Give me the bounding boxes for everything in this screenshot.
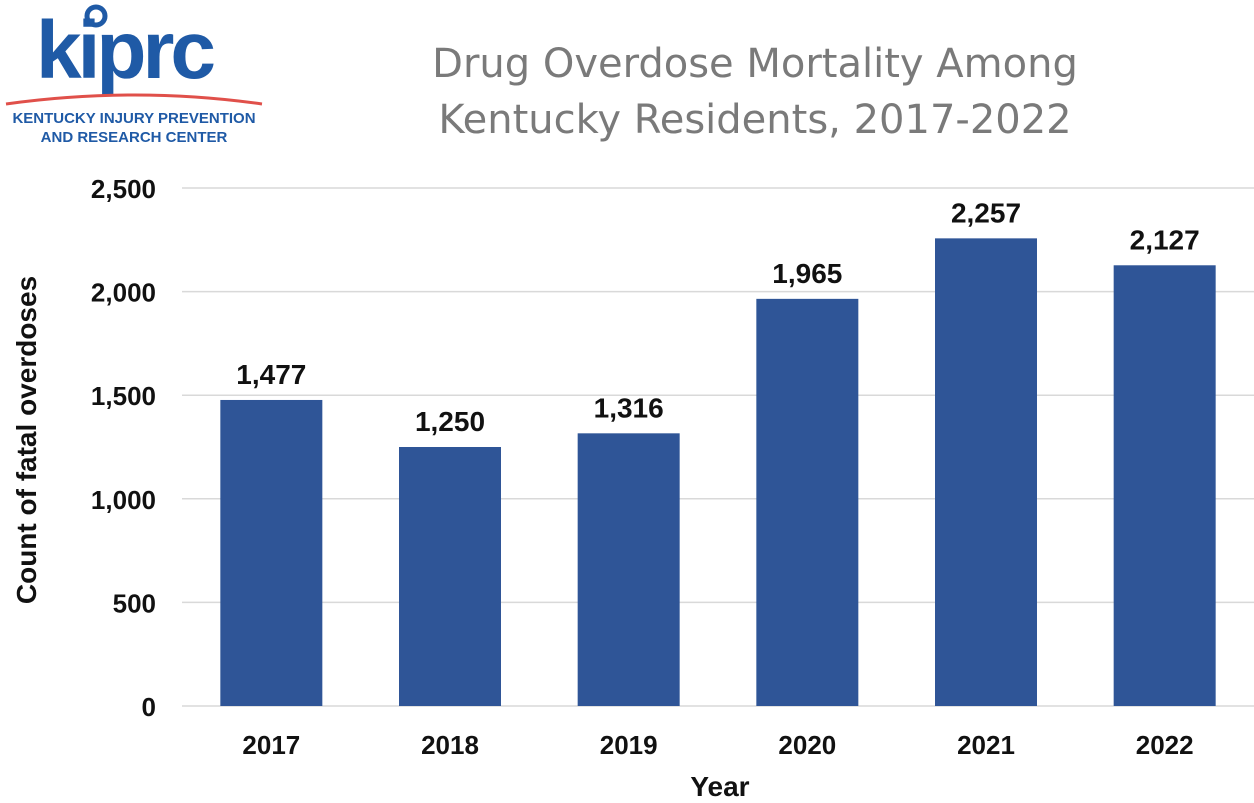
- y-tick-label: 2,000: [91, 278, 156, 308]
- chart-title-line1: Drug Overdose Mortality Among: [432, 41, 1078, 87]
- x-tick-label: 2020: [778, 730, 836, 760]
- logo-wordmark: kiprc: [36, 5, 214, 96]
- x-axis-label: Year: [690, 771, 749, 802]
- bar-2020: [756, 298, 859, 706]
- chart-title: Drug Overdose Mortality Among Kentucky R…: [380, 36, 1130, 148]
- data-labels: 1,477 1,250 1,316 1,965 2,257 2,127: [236, 197, 1199, 437]
- x-tick-label: 2017: [242, 730, 300, 760]
- y-tick-label: 0: [142, 692, 156, 722]
- x-tick-label: 2018: [421, 730, 479, 760]
- logo-line2: AND RESEARCH CENTER: [41, 129, 228, 146]
- y-tick-label: 1,500: [91, 381, 156, 411]
- logo-line1: KENTUCKY INJURY PREVENTION: [12, 110, 255, 127]
- y-axis-label: Count of fatal overdoses: [11, 276, 42, 604]
- y-axis-ticks: 0 500 1,000 1,500 2,000 2,500: [91, 174, 156, 722]
- y-tick-label: 2,500: [91, 174, 156, 204]
- bar-2017: [220, 399, 323, 706]
- data-label-2017: 1,477: [236, 359, 306, 390]
- bar-2018: [399, 447, 501, 706]
- grid-lines: [182, 187, 1254, 707]
- x-axis-ticks: 2017 2018 2019 2020 2021 2022: [242, 730, 1193, 760]
- data-label-2022: 2,127: [1130, 224, 1200, 255]
- logo-dot-icon: [84, 4, 108, 28]
- logo-swoosh-icon: [5, 93, 263, 106]
- data-label-2018: 1,250: [415, 406, 485, 437]
- x-tick-label: 2021: [957, 730, 1015, 760]
- x-tick-label: 2022: [1136, 730, 1194, 760]
- chart-title-line2: Kentucky Residents, 2017-2022: [438, 97, 1072, 143]
- bars: [220, 238, 1216, 706]
- bar-2019: [577, 433, 680, 706]
- data-label-2021: 2,257: [951, 197, 1021, 228]
- data-label-2020: 1,965: [772, 258, 842, 289]
- bar-2021: [935, 238, 1037, 706]
- y-tick-label: 500: [113, 588, 156, 618]
- data-label-2019: 1,316: [594, 392, 664, 423]
- y-tick-label: 1,000: [91, 485, 156, 515]
- bar-2022: [1113, 265, 1216, 706]
- x-tick-label: 2019: [600, 730, 658, 760]
- kiprc-logo: kiprc KENTUCKY INJURY PREVENTION AND RES…: [5, 4, 263, 146]
